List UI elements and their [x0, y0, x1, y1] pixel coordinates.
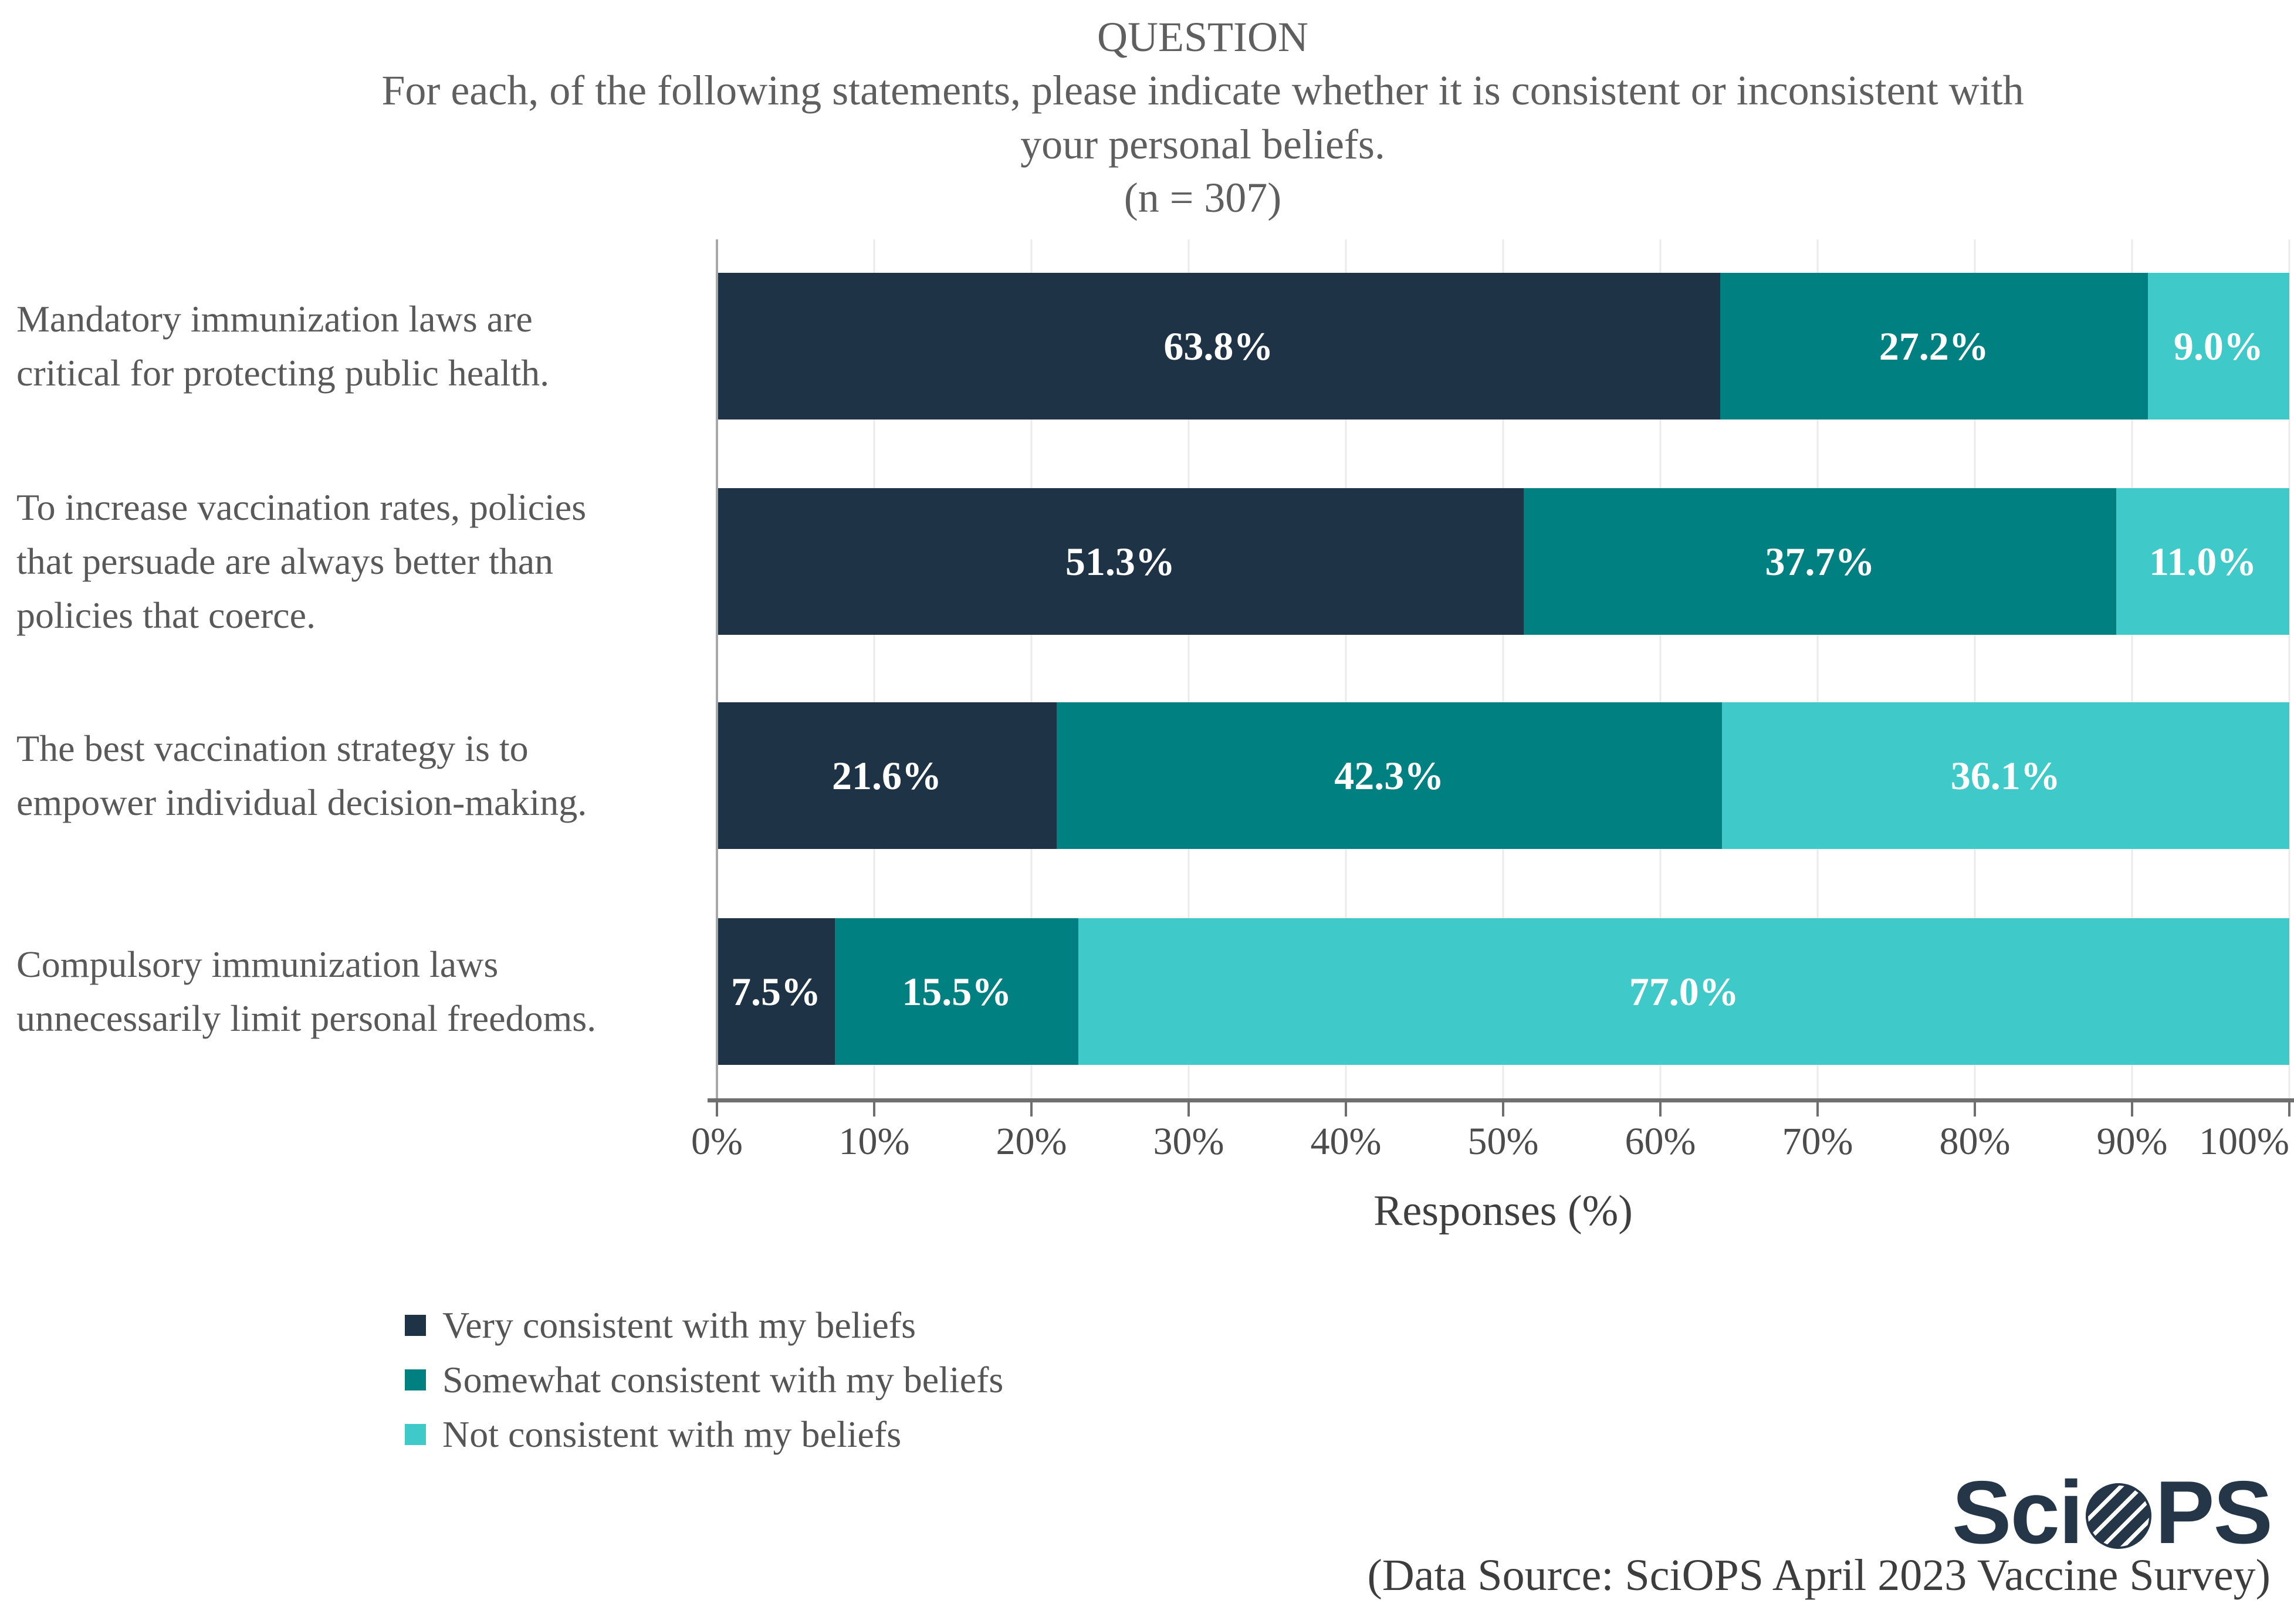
x-tick-label: 80% — [1939, 1120, 2011, 1163]
x-tick-label: 0% — [691, 1120, 743, 1163]
bar-segment: 36.1% — [1721, 702, 2289, 849]
gridline — [1345, 239, 1347, 1098]
x-tick — [1659, 1102, 1662, 1116]
x-tick-label: 30% — [1153, 1120, 1224, 1163]
bar-row: 51.3% 37.7% 11.0% — [717, 488, 2289, 635]
x-tick-label: 60% — [1625, 1120, 1696, 1163]
bar-segment: 51.3% — [717, 488, 1524, 635]
gridline — [1502, 239, 1504, 1098]
data-source-text: (Data Source: SciOPS April 2023 Vaccine … — [1367, 1551, 2271, 1600]
x-tick — [1030, 1102, 1033, 1116]
x-tick — [1502, 1102, 1504, 1116]
bar-segment: 77.0% — [1078, 918, 2289, 1065]
logo-text-suffix: PS — [2155, 1462, 2273, 1562]
x-axis-title: Responses (%) — [1373, 1187, 1633, 1235]
hatched-globe-icon — [2086, 1483, 2152, 1549]
x-tick-label: 50% — [1467, 1120, 1539, 1163]
y-axis-spine — [716, 239, 718, 1098]
segment-value: 27.2% — [1879, 323, 1989, 368]
x-tick — [1187, 1102, 1190, 1116]
x-tick — [1816, 1102, 1819, 1116]
sciops-logo: Sci PS — [1952, 1463, 2273, 1562]
sample-size: (n = 307) — [1124, 174, 1282, 221]
bar-segment: 9.0% — [2147, 273, 2289, 419]
gridline — [1816, 239, 1819, 1098]
x-tick-label: 40% — [1310, 1120, 1382, 1163]
category-label: Mandatory immunization laws are critical… — [16, 298, 550, 394]
legend-swatch — [405, 1423, 426, 1445]
x-tick-label: 70% — [1782, 1120, 1853, 1163]
segment-value: 63.8% — [1163, 323, 1274, 368]
x-tick-label: 90% — [2096, 1120, 2168, 1163]
segment-value: 21.6% — [831, 753, 942, 798]
legend-label: Very consistent with my beliefs — [442, 1304, 916, 1346]
x-tick — [873, 1102, 875, 1116]
chart-title-block: QUESTION For each, of the following stat… — [111, 11, 2294, 224]
segment-value: 37.7% — [1765, 539, 1875, 584]
bar-row: 7.5% 15.5% 77.0% — [717, 918, 2289, 1065]
bar-segment: 37.7% — [1523, 488, 2117, 635]
x-tick — [716, 1102, 718, 1116]
legend-label: Not consistent with my beliefs — [442, 1413, 902, 1455]
bar-row: 63.8% 27.2% 9.0% — [717, 273, 2289, 419]
bar-segment: 21.6% — [717, 702, 1057, 849]
category-label: Compulsory immunization laws unnecessari… — [16, 943, 597, 1039]
segment-value: 9.0% — [2173, 323, 2263, 368]
legend-swatch — [405, 1314, 426, 1336]
x-tick — [2131, 1102, 2133, 1116]
segment-value: 7.5% — [731, 969, 821, 1014]
segment-value: 51.3% — [1065, 539, 1175, 584]
x-tick — [2288, 1102, 2290, 1116]
gridline — [873, 239, 875, 1098]
question-text: For each, of the following statements, p… — [381, 67, 2024, 168]
legend-item: Not consistent with my beliefs — [405, 1407, 1003, 1461]
x-tick-label: 100% — [2199, 1120, 2289, 1163]
bar-segment: 15.5% — [835, 918, 1079, 1065]
bar-segment: 7.5% — [717, 918, 835, 1065]
segment-value: 15.5% — [902, 969, 1012, 1014]
plot-area: 63.8% 27.2% 9.0% 51.3% 37.7% 11.0% 21.6%… — [717, 239, 2290, 1098]
x-tick-label: 10% — [838, 1120, 910, 1163]
question-heading: QUESTION — [1097, 13, 1308, 60]
bar-segment: 63.8% — [717, 273, 1720, 419]
legend: Very consistent with my beliefs Somewhat… — [405, 1298, 1003, 1461]
gridline — [1030, 239, 1033, 1098]
legend-item: Very consistent with my beliefs — [405, 1298, 1003, 1352]
category-label: The best vaccination strategy is to empo… — [16, 728, 587, 823]
gridline — [1187, 239, 1190, 1098]
gridline — [1974, 239, 1976, 1098]
segment-value: 42.3% — [1334, 753, 1444, 798]
bar-row: 21.6% 42.3% 36.1% — [717, 702, 2289, 849]
segment-value: 36.1% — [1950, 753, 2060, 798]
gridline — [1659, 239, 1662, 1098]
x-ticks — [716, 1102, 2290, 1118]
legend-swatch — [405, 1369, 426, 1390]
logo-text-prefix: Sci — [1952, 1462, 2083, 1562]
gridline — [2288, 239, 2290, 1098]
category-label: To increase vaccination rates, policies … — [16, 486, 587, 636]
x-tick — [1345, 1102, 1347, 1116]
bar-segment: 27.2% — [1720, 273, 2148, 419]
x-tick-labels: 0% 10% 20% 30% 40% 50% 60% 70% 80% 90% 100% — [691, 1119, 2289, 1166]
legend-label: Somewhat consistent with my beliefs — [442, 1358, 1004, 1400]
segment-value: 77.0% — [1629, 969, 1739, 1014]
x-tick — [1974, 1102, 1976, 1116]
x-tick-label: 20% — [996, 1120, 1067, 1163]
bar-segment: 11.0% — [2116, 488, 2289, 635]
x-axis-line — [708, 1098, 2294, 1102]
legend-item: Somewhat consistent with my beliefs — [405, 1352, 1003, 1407]
gridline — [2131, 239, 2133, 1098]
segment-value: 11.0% — [2148, 539, 2257, 584]
bar-segment: 42.3% — [1056, 702, 1722, 849]
